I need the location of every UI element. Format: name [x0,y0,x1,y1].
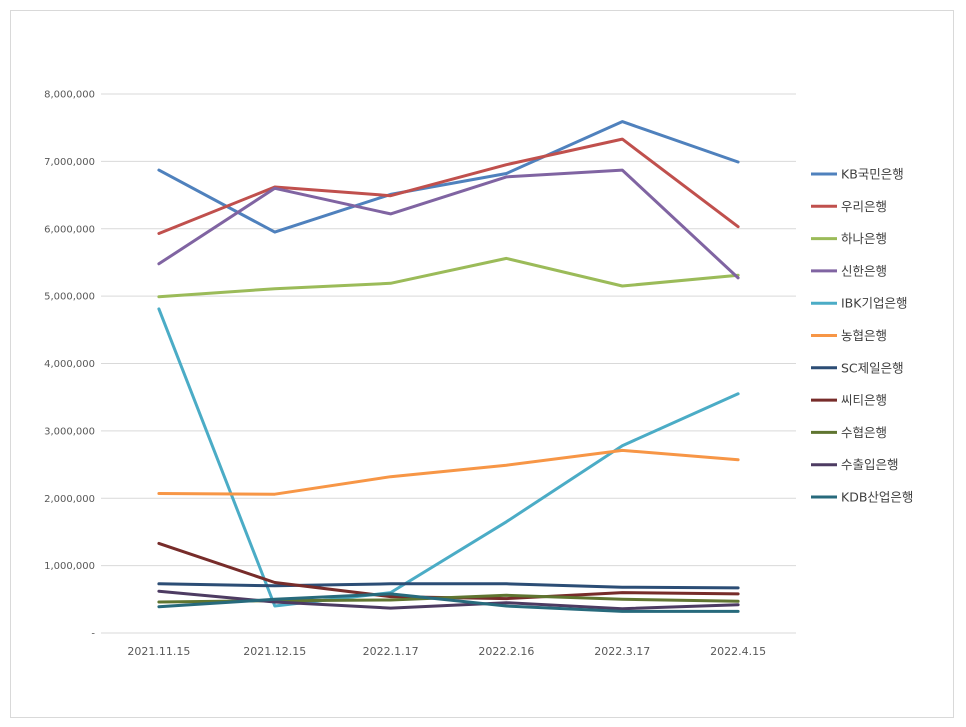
legend-label: 씨티은행 [841,393,887,408]
y-tick-label: 3,000,000 [44,426,95,437]
legend-label: 하나은행 [841,231,887,246]
series-line [157,541,740,601]
legend-label: SC제일은행 [841,360,904,375]
series-line [157,120,740,234]
series-line [157,582,740,590]
y-tick-label: 7,000,000 [44,157,95,168]
legend-entry: 하나은행 [811,231,887,246]
series-line [157,592,740,613]
series-line [157,307,740,608]
chart-frame: - 1,000,000 2,000,000 3,000,000 4,000,000 5,0… [10,10,954,718]
y-tick-label: 6,000,000 [44,224,95,235]
legend-entry: KB국민은행 [811,167,904,182]
series-lines [157,120,740,613]
series-line [157,137,740,235]
legend-entry: SC제일은행 [811,360,904,375]
x-tick-label: 2021.11.15 [127,645,190,658]
series-line [157,448,740,496]
legend-entry: 씨티은행 [811,393,887,408]
y-tick-label: 2,000,000 [44,494,95,505]
legend-entry: 신한은행 [811,263,887,278]
y-tick-label: 1,000,000 [44,561,95,572]
legend-entry: 수출입은행 [811,457,899,472]
legend-label: 신한은행 [841,263,887,278]
legend-label: 우리은행 [841,199,887,214]
series-line [157,168,740,280]
legend-entry: KDB산업은행 [811,490,913,505]
legend-label: 수출입은행 [841,457,899,472]
legend-label: 농협은행 [841,328,887,343]
legend-label: 수협은행 [841,425,887,440]
x-tick-label: 2022.2.16 [478,645,534,658]
series-line [157,256,740,299]
x-tick-label: 2022.3.17 [594,645,650,658]
y-tick-label: 5,000,000 [44,292,95,303]
y-tick-label: - [91,629,95,640]
x-tick-label: 2021.12.15 [243,645,306,658]
gridlines [101,93,796,567]
legend-label: IBK기업은행 [841,296,907,311]
axes: - 1,000,000 2,000,000 3,000,000 4,000,000 5,0… [44,90,796,658]
y-tick-label: 8,000,000 [44,90,95,101]
y-tick-label: 4,000,000 [44,359,95,370]
x-tick-label: 2022.4.15 [710,645,766,658]
legend-entry: 농협은행 [811,328,887,343]
line-chart: - 1,000,000 2,000,000 3,000,000 4,000,000 5,0… [44,90,913,659]
legend-entry: IBK기업은행 [811,296,907,311]
legend-entry: 수협은행 [811,425,887,440]
legend-entry: 우리은행 [811,199,887,214]
legend-label: KB국민은행 [841,167,904,182]
x-tick-label: 2022.1.17 [363,645,419,658]
legend-label: KDB산업은행 [841,490,913,505]
